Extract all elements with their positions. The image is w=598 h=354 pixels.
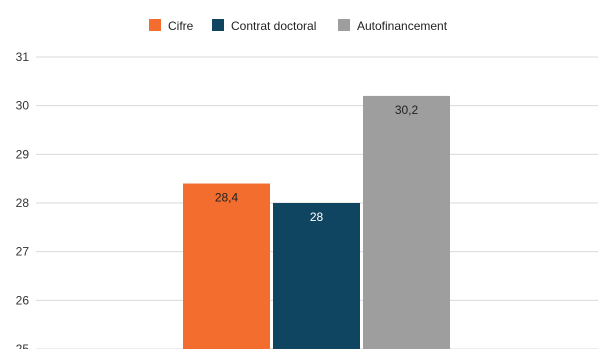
data-label: 30,2: [395, 103, 419, 117]
legend-swatch: [212, 19, 224, 31]
legend-label: Contrat doctoral: [231, 19, 316, 33]
bar-autofinancement: [363, 95, 450, 351]
data-label: 28: [310, 210, 324, 224]
bars: [183, 95, 450, 351]
y-tick-label: 25: [16, 342, 30, 349]
y-tick-label: 31: [16, 50, 30, 64]
bar-contrat-doctoral: [273, 203, 360, 351]
legend-label: Cifre: [168, 19, 194, 33]
y-tick-label: 28: [16, 196, 30, 210]
legend: Cifre Contrat doctoral Autofinancement: [149, 19, 448, 33]
y-tick-label: 29: [16, 147, 30, 161]
y-tick-label: 30: [16, 99, 30, 113]
legend-item: Contrat doctoral: [212, 19, 316, 33]
legend-swatch: [149, 19, 161, 31]
legend-item: Cifre: [149, 19, 194, 33]
y-tick-label: 26: [16, 293, 30, 307]
data-label: 28,4: [215, 191, 239, 205]
y-axis: 25 26 27 28 29 30 31: [16, 50, 30, 354]
legend-swatch: [338, 19, 350, 31]
data-labels: 28,4 28 30,2: [215, 103, 419, 224]
y-tick-label: 27: [16, 245, 30, 259]
legend-item: Autofinancement: [338, 19, 448, 33]
bar-cifre: [183, 183, 270, 351]
legend-label: Autofinancement: [357, 19, 448, 33]
